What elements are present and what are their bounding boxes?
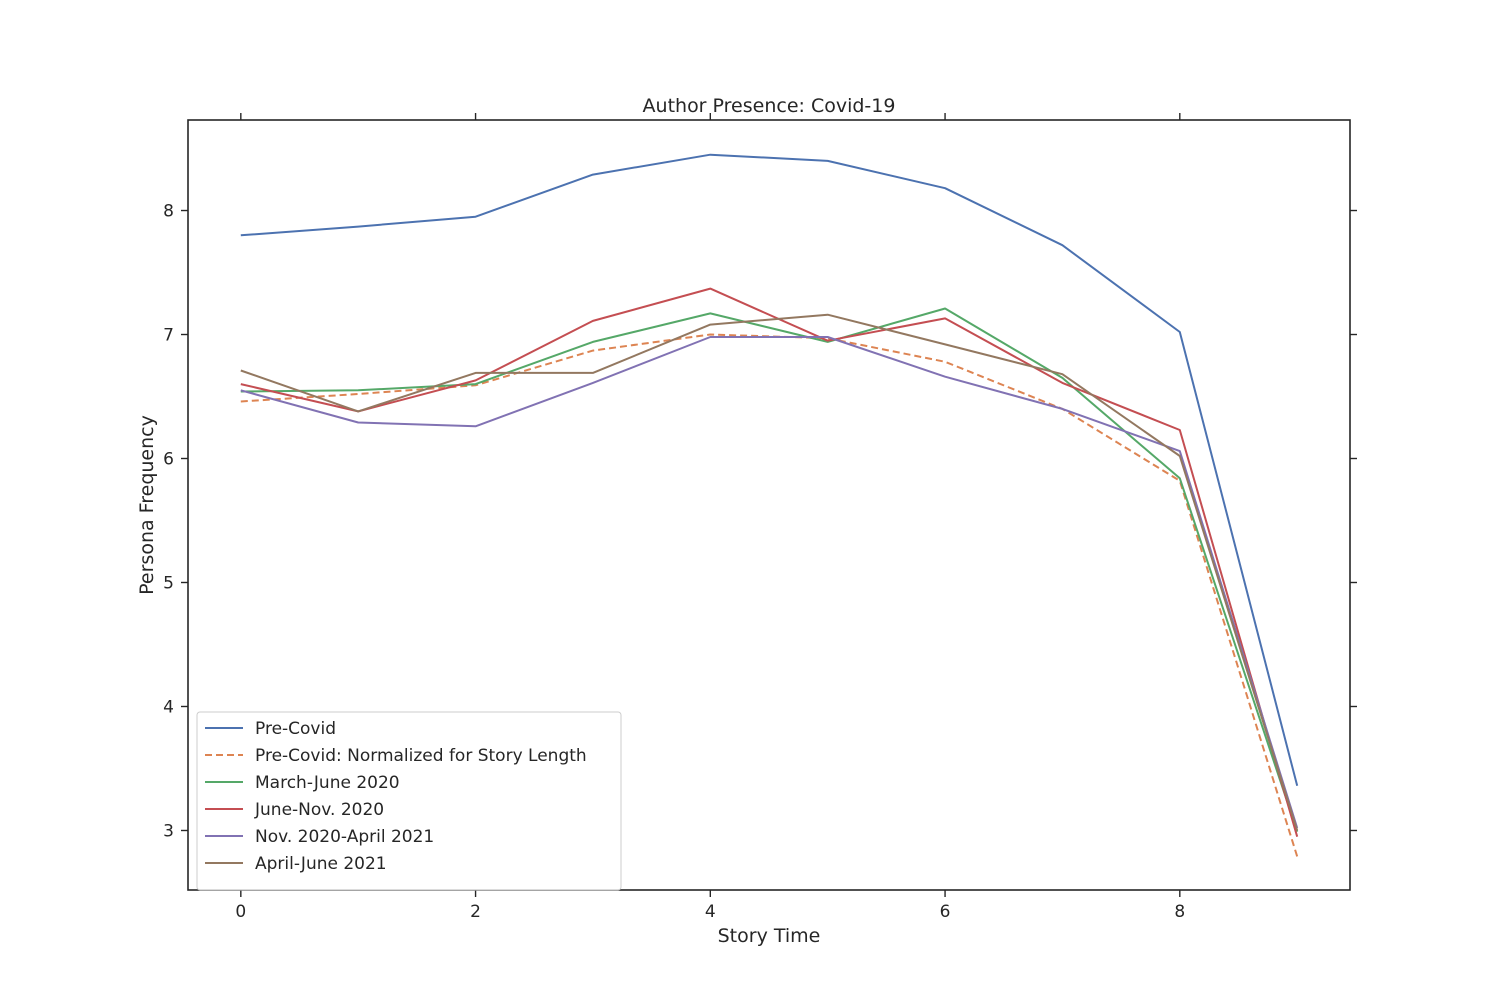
x-tick-label: 4	[705, 902, 716, 922]
legend-label-6: April-June 2021	[255, 854, 387, 874]
series-line-4	[240, 287, 1299, 837]
y-tick-label: 8	[163, 202, 174, 222]
series-line-3	[240, 307, 1299, 833]
y-axis-label: Persona Frequency	[136, 415, 158, 595]
series-line-5	[240, 336, 1299, 829]
x-tick-label: 8	[1174, 902, 1185, 922]
y-tick-label: 5	[163, 573, 174, 593]
chart-title: Author Presence: Covid-19	[643, 95, 896, 117]
series-line-6	[240, 313, 1299, 831]
series-layer	[240, 153, 1299, 857]
legend-box	[196, 711, 622, 891]
x-tick-label: 6	[940, 902, 951, 922]
legend-label-5: Nov. 2020-April 2021	[255, 827, 434, 847]
x-axis-label: Story Time	[718, 925, 821, 947]
plot-frame	[187, 119, 1351, 891]
series-line-1	[240, 153, 1299, 787]
axes-layer: 0 2 4 6 8 3 4 5 6 7 8	[163, 113, 1357, 922]
legend-label-1: Pre-Covid	[255, 719, 336, 739]
x-tick-label: 0	[235, 902, 246, 922]
legend-label-4: June-Nov. 2020	[254, 800, 384, 820]
legend: Pre-Covid Pre-Covid: Normalized for Story…	[196, 711, 622, 891]
x-tick-label: 2	[470, 902, 481, 922]
y-tick-label: 6	[163, 450, 174, 470]
legend-label-3: March-June 2020	[255, 773, 400, 793]
y-tick-label: 7	[163, 326, 174, 346]
y-tick-label: 3	[163, 821, 174, 841]
y-tick-label: 4	[163, 697, 174, 717]
legend-label-2: Pre-Covid: Normalized for Story Length	[255, 746, 587, 766]
